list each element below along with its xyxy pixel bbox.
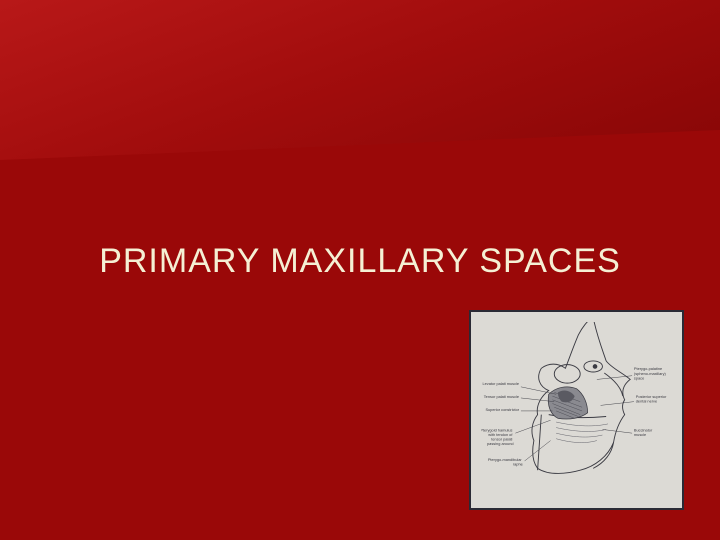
label-right-1: Posterior superior dental nerve [636,394,668,404]
label-left-3: Pterygoid hamulus with tendon of tensor … [481,427,514,446]
anatomy-figure: Levator palati muscle Tensor palati musc… [469,310,684,510]
muscle-region [548,387,587,419]
anatomy-diagram-svg: Levator palati muscle Tensor palati musc… [481,322,672,498]
label-right-0: Pterygo-palatine (spheno-maxillary) spac… [634,366,667,380]
slide-title: PRIMARY MAXILLARY SPACES [0,242,720,281]
slide: PRIMARY MAXILLARY SPACES [0,0,720,540]
label-left-1: Tensor palati muscle [484,394,519,399]
label-left-4: Pterygo-mandibular raphe [488,457,523,467]
top-gradient-band [0,0,720,165]
label-right-2: Buccinator muscle [634,427,653,437]
label-left-0: Levator palati muscle [482,381,519,386]
label-left-2: Superior constrictor [485,407,519,412]
